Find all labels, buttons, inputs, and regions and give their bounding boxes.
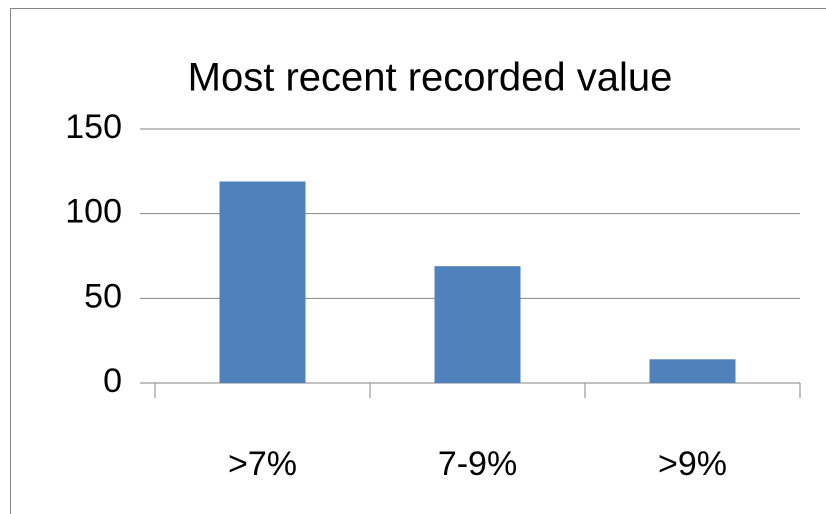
chart-title: Most recent recorded value xyxy=(188,56,673,100)
y-tick-label: 0 xyxy=(103,362,122,400)
bar xyxy=(219,181,306,383)
x-tick-label: >7% xyxy=(228,445,297,483)
chart-frame xyxy=(10,8,826,514)
x-tick-label: >9% xyxy=(658,445,727,483)
y-tick-label: 100 xyxy=(65,193,122,231)
bar xyxy=(649,359,736,383)
y-tick-label: 50 xyxy=(84,277,122,315)
bar xyxy=(434,266,521,383)
x-tick-label: 7-9% xyxy=(438,445,517,483)
y-tick-label: 150 xyxy=(65,108,122,146)
